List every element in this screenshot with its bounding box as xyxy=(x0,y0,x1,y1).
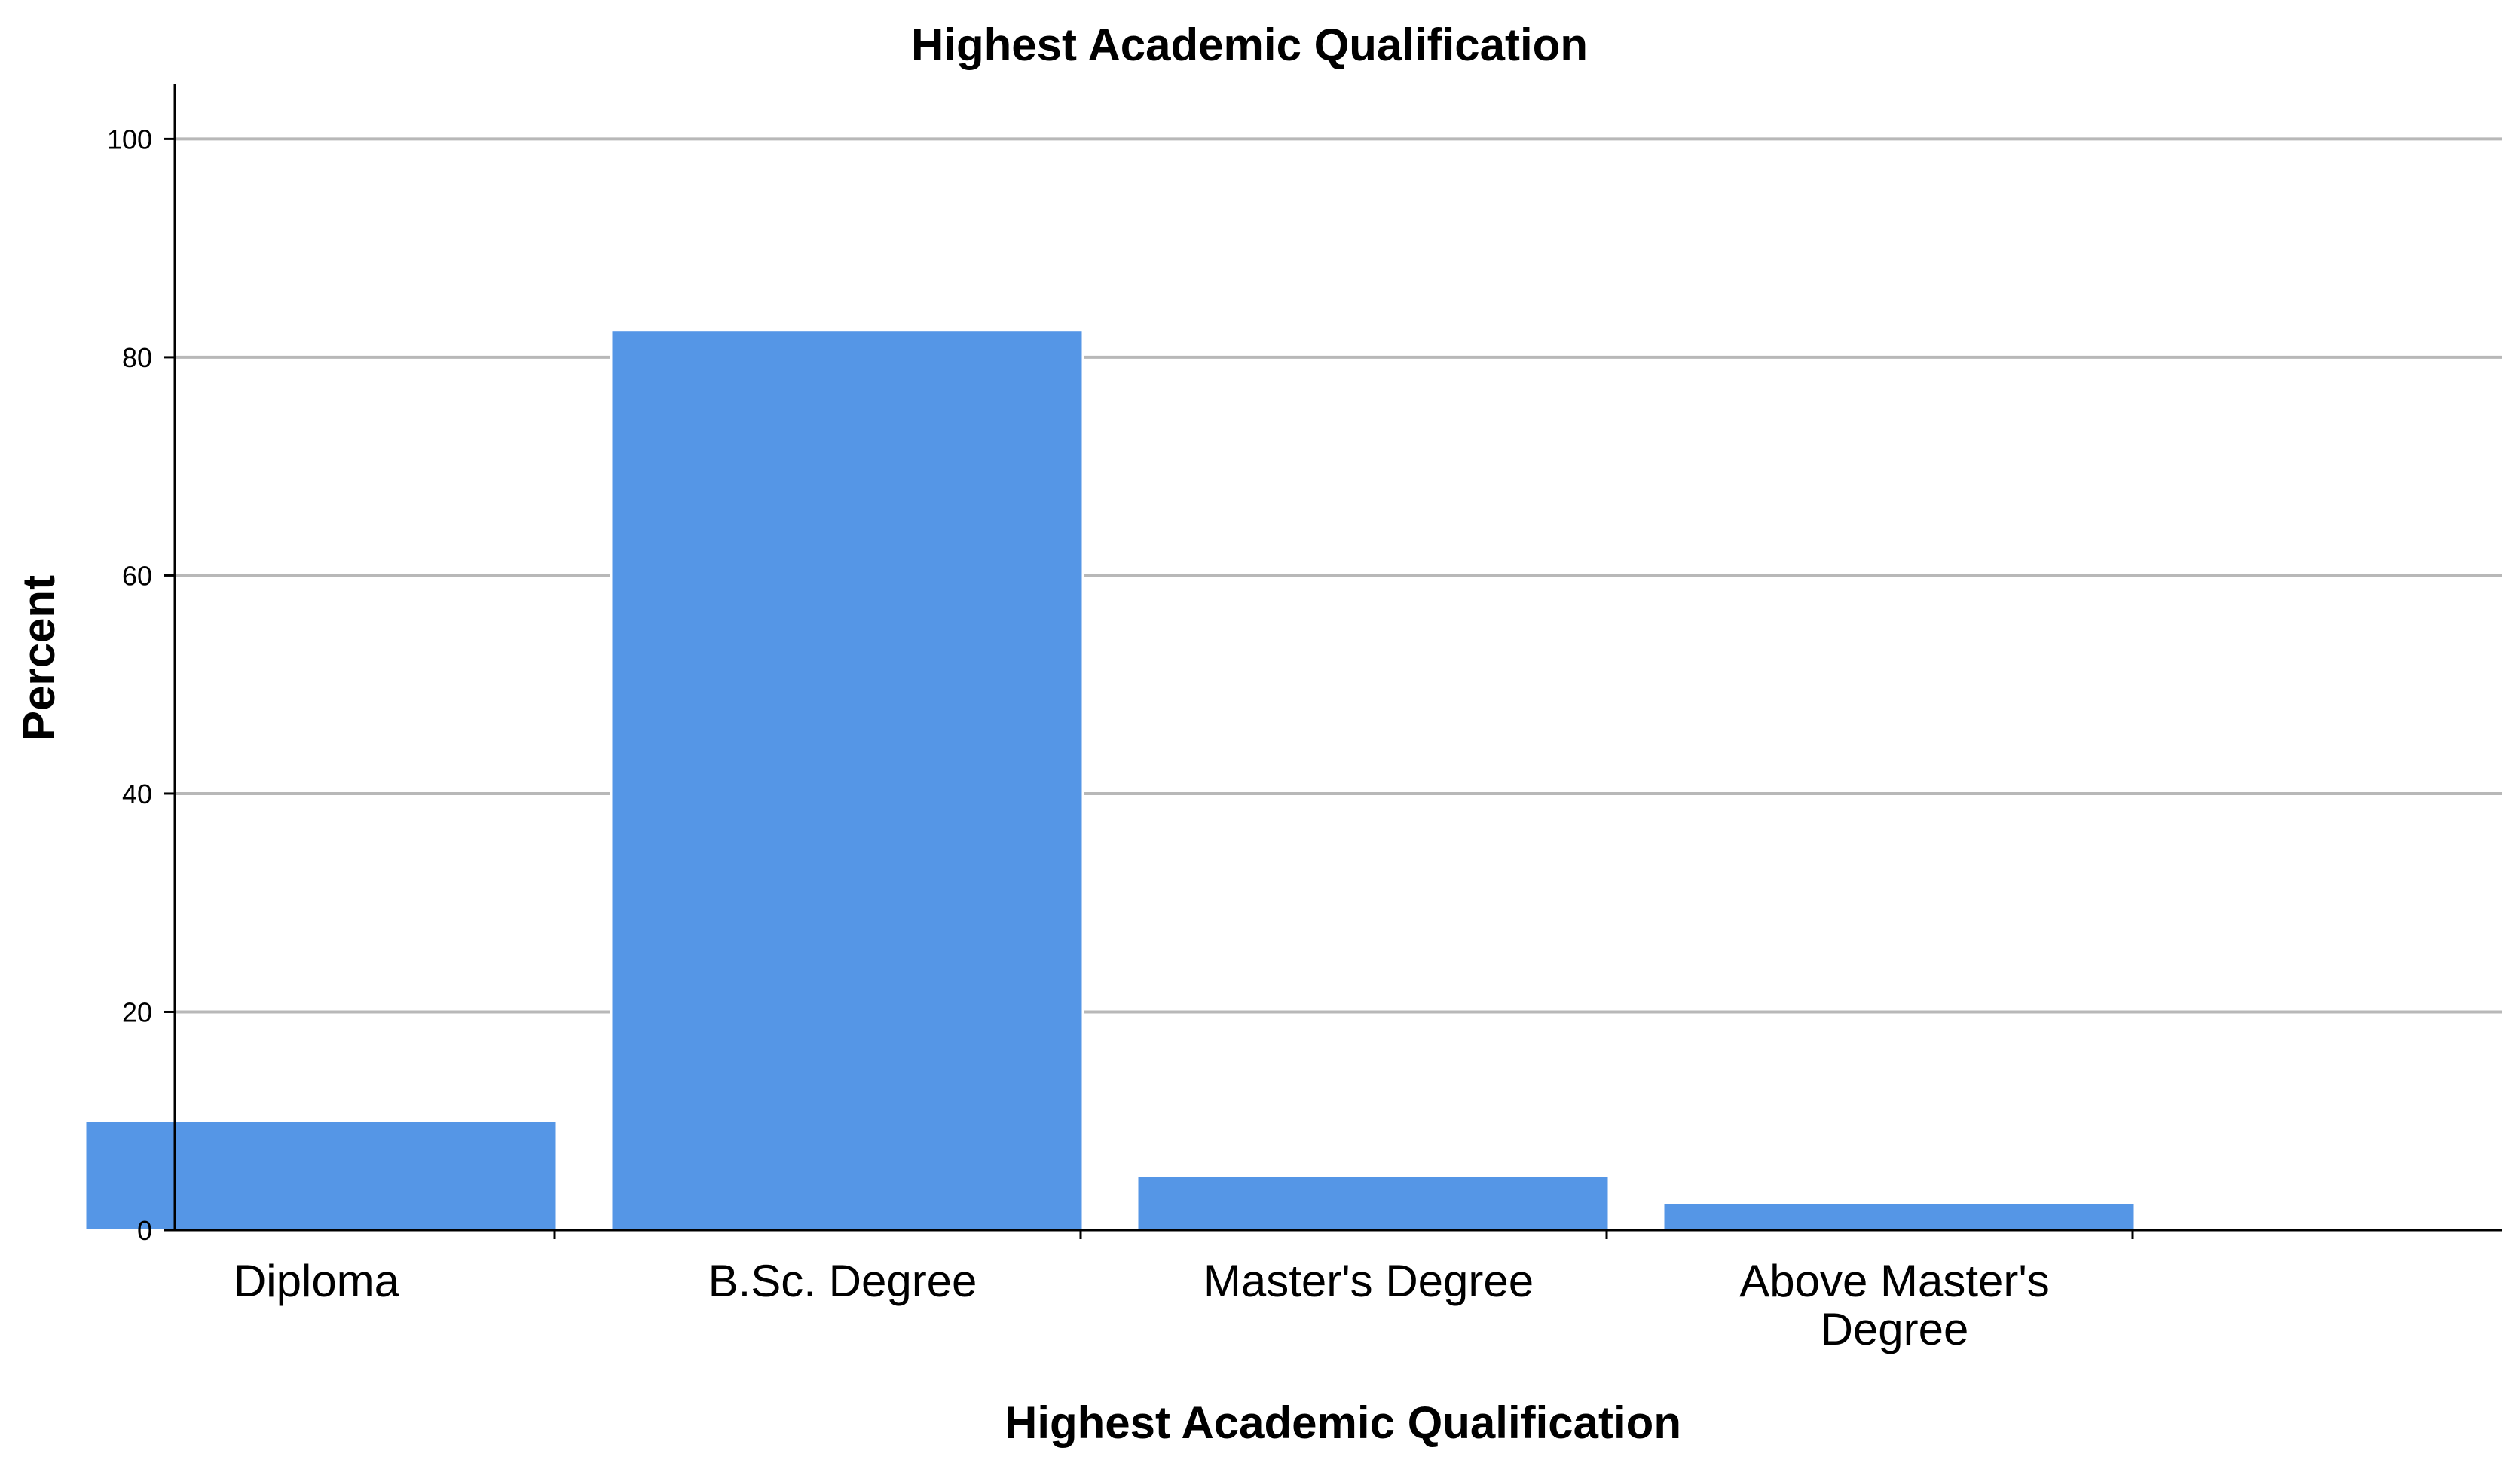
bar-3 xyxy=(1662,1201,2136,1232)
y-tick-label: 20 xyxy=(122,996,152,1027)
bar-1 xyxy=(610,329,1084,1232)
chart-title: Highest Academic Qualification xyxy=(911,20,1588,70)
y-tick-label: 80 xyxy=(122,342,152,373)
x-tick-label: Master's Degree xyxy=(1203,1256,1534,1306)
y-tick-label: 40 xyxy=(122,779,152,810)
x-axis-title: Highest Academic Qualification xyxy=(1005,1397,1681,1448)
x-tick-label: B.Sc. Degree xyxy=(708,1256,977,1306)
y-axis-title: Percent xyxy=(14,575,64,741)
y-tick-label: 0 xyxy=(137,1215,152,1246)
x-axis-ticks: Diploma B.Sc. Degree Master's Degree Above … xyxy=(234,1230,2134,1354)
y-axis-ticks: 0 20 40 60 80 100 xyxy=(107,124,175,1246)
x-tick-label: Above Master's Degree xyxy=(1739,1256,2050,1354)
y-tick-label: 100 xyxy=(107,124,152,155)
bars xyxy=(84,329,2136,1232)
bar-2 xyxy=(1136,1174,1610,1232)
bar-0 xyxy=(84,1119,558,1232)
gridlines xyxy=(175,137,2502,1014)
x-tick-label: Diploma xyxy=(234,1256,400,1306)
axes xyxy=(173,84,2502,1232)
y-tick-label: 60 xyxy=(122,560,152,591)
